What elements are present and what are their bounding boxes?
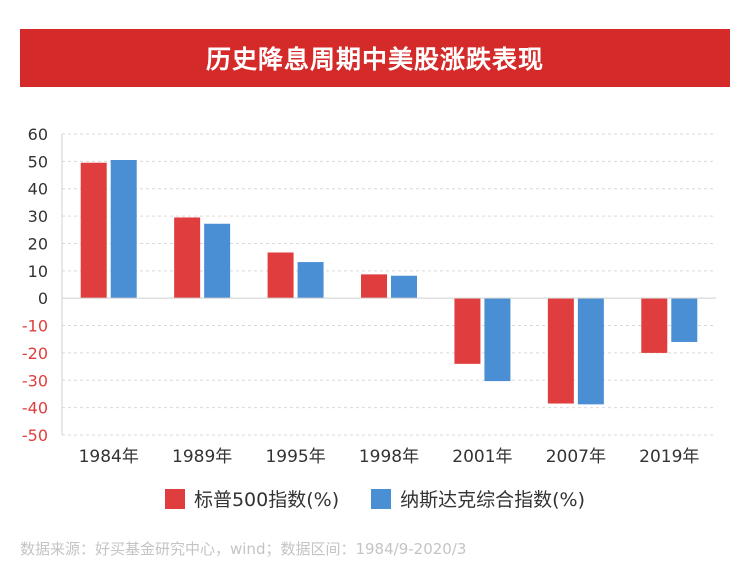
y-tick-label: 50: [28, 152, 48, 171]
y-tick-label: 10: [28, 262, 48, 281]
x-tick-label: 2019年: [639, 447, 699, 467]
y-tick-label: -20: [22, 344, 48, 363]
x-tick-label: 1989年: [172, 447, 232, 467]
bar-chart: 60 50 40 30 20 10 0 -10 -20 -30 -40 -50 1984年 1989年 19…: [22, 125, 716, 467]
bar-sp500: [80, 162, 107, 299]
x-tick-label: 1984年: [79, 447, 139, 467]
y-tick-label: -10: [22, 317, 48, 336]
legend-swatch-nasdaq: [371, 488, 392, 509]
bar-sp500: [267, 252, 294, 299]
y-tick-label: -30: [22, 371, 48, 390]
x-tick-label: 2007年: [546, 447, 606, 467]
legend-label-nasdaq: 纳斯达克综合指数(%): [400, 489, 586, 511]
y-tick-label: -50: [22, 426, 48, 445]
legend-swatch-sp500: [164, 488, 185, 509]
x-tick-label: 1995年: [265, 447, 325, 467]
bar-nasdaq: [577, 298, 604, 405]
bar-sp500: [547, 298, 574, 404]
y-tick-label: 0: [38, 289, 48, 308]
bar-nasdaq: [391, 275, 417, 299]
y-tick-label: 30: [28, 207, 48, 226]
x-tick-label: 1998年: [359, 447, 419, 467]
legend-label-sp500: 标普500指数(%): [193, 489, 340, 511]
bar-sp500: [641, 298, 668, 353]
bar-sp500: [454, 298, 481, 364]
chart-title: 历史降息周期中美股涨跌表现: [20, 29, 730, 87]
y-tick-label: -40: [22, 399, 48, 418]
bar-nasdaq: [204, 223, 231, 299]
legend-item-nasdaq: 纳斯达克综合指数(%): [371, 485, 585, 512]
bar-nasdaq: [110, 159, 137, 299]
y-tick-label: 40: [28, 180, 48, 199]
bar-nasdaq: [671, 298, 698, 342]
legend: 标普500指数(%) 纳斯达克综合指数(%): [0, 485, 750, 512]
y-tick-label: 60: [28, 125, 48, 144]
bar-nasdaq: [297, 262, 324, 299]
x-tick-label: 2001年: [452, 447, 512, 467]
bar-sp500: [361, 274, 387, 299]
y-tick-label: 20: [28, 234, 48, 253]
source-note: 数据来源：好买基金研究中心，wind；数据区间：1984/9-2020/3: [20, 540, 467, 558]
legend-item-sp500: 标普500指数(%): [164, 485, 340, 512]
bar-sp500: [174, 217, 201, 299]
bar-nasdaq: [484, 298, 511, 382]
